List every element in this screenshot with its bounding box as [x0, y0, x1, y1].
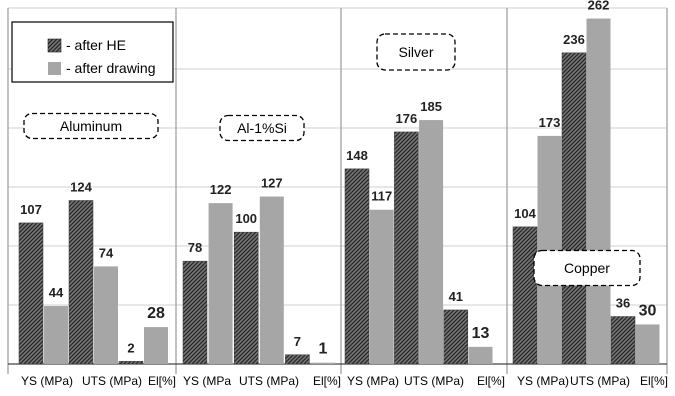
value-label-2-4: 41: [449, 289, 463, 304]
bar-2-1: [369, 209, 394, 364]
legend-label-after-he: - after HE: [66, 37, 126, 53]
value-label-0-2: 124: [70, 180, 92, 195]
value-label-2-5: 13: [472, 325, 490, 342]
panel-label-1: Al-1%Si: [237, 120, 287, 136]
bar-0-2: [68, 200, 94, 365]
value-label-3-4: 36: [616, 296, 630, 311]
bar-0-4: [118, 361, 144, 365]
bar-3-2: [561, 52, 587, 365]
bar-1-2: [233, 231, 259, 365]
tick-label-3-0: YS (MPa): [517, 374, 569, 388]
panel-label-2: Silver: [398, 44, 433, 60]
panel-label-box-0: [23, 112, 159, 140]
bar-0-0: [18, 222, 44, 365]
legend-swatch-after-drawing: [48, 62, 61, 75]
panel-label-box-2: [376, 33, 456, 71]
tick-label-1-2: El[%]: [313, 374, 341, 388]
bar-2-2: [394, 131, 419, 365]
value-label-3-5: 30: [639, 302, 657, 319]
tick-label-1-1: UTS (MPa): [239, 374, 299, 388]
value-label-1-1: 122: [210, 182, 232, 197]
value-label-3-1: 173: [539, 115, 561, 130]
tick-label-0-0: YS (MPa): [21, 374, 73, 388]
value-label-1-0: 78: [188, 240, 202, 255]
panel-label-3: Copper: [564, 260, 610, 276]
bar-1-0: [182, 260, 208, 365]
tick-label-0-1: UTS (MPa): [82, 374, 142, 388]
bar-3-3: [586, 18, 611, 364]
value-label-1-4: 7: [294, 334, 301, 349]
value-label-0-5: 28: [147, 305, 165, 322]
value-label-0-3: 74: [99, 245, 114, 260]
panel-label-box-3: [533, 249, 641, 287]
value-label-2-3: 185: [420, 99, 442, 114]
bar-2-3: [419, 120, 444, 365]
tick-label-0-2: El[%]: [148, 374, 176, 388]
value-label-3-0: 104: [514, 206, 536, 221]
bar-2-4: [443, 309, 469, 365]
bar-1-5: [311, 362, 335, 364]
value-label-2-1: 117: [371, 189, 392, 204]
value-label-2-2: 176: [396, 111, 418, 126]
value-label-3-3: 262: [588, 0, 610, 13]
legend-box: [11, 21, 174, 83]
value-label-0-1: 44: [49, 285, 64, 300]
tick-label-2-1: UTS (MPa): [404, 374, 464, 388]
tick-label-2-0: YS (MPa): [347, 374, 399, 388]
bar-0-1: [44, 305, 68, 364]
bar-3-5: [635, 324, 660, 364]
tick-label-2-2: El[%]: [477, 374, 505, 388]
legend: - after HE - after drawing: [11, 21, 174, 83]
value-label-0-0: 107: [20, 202, 42, 217]
value-label-1-3: 127: [261, 176, 283, 191]
bar-3-0: [512, 226, 538, 365]
panel-label-box-1: [219, 114, 305, 142]
tick-label-1-0: YS (MPa: [183, 374, 231, 388]
value-label-2-0: 148: [346, 148, 368, 163]
value-label-0-4: 2: [127, 340, 134, 355]
value-label-1-5: 1: [319, 341, 328, 358]
bar-1-4: [285, 354, 310, 365]
bar-3-4: [610, 316, 636, 365]
panel-label-0: Aluminum: [60, 118, 122, 134]
legend-label-after-drawing: - after drawing: [66, 60, 155, 76]
value-label-3-2: 236: [563, 32, 585, 47]
bar-2-5: [468, 346, 493, 364]
bar-0-3: [94, 266, 118, 364]
value-label-1-2: 100: [235, 211, 257, 226]
bar-1-3: [259, 196, 284, 364]
tick-label-3-1: UTS (MPa): [570, 374, 630, 388]
bar-1-1: [208, 203, 233, 364]
bar-0-5: [144, 327, 168, 364]
tick-label-3-2: El[%]: [640, 374, 668, 388]
panel-labels: Aluminum Al-1%Si Silver Copper: [23, 33, 641, 287]
legend-swatch-after-he: [47, 38, 62, 53]
tick-labels: YS (MPa) UTS (MPa) El[%] YS (MPa UTS (MPa) El…: [21, 374, 668, 388]
bar-2-0: [344, 168, 370, 365]
